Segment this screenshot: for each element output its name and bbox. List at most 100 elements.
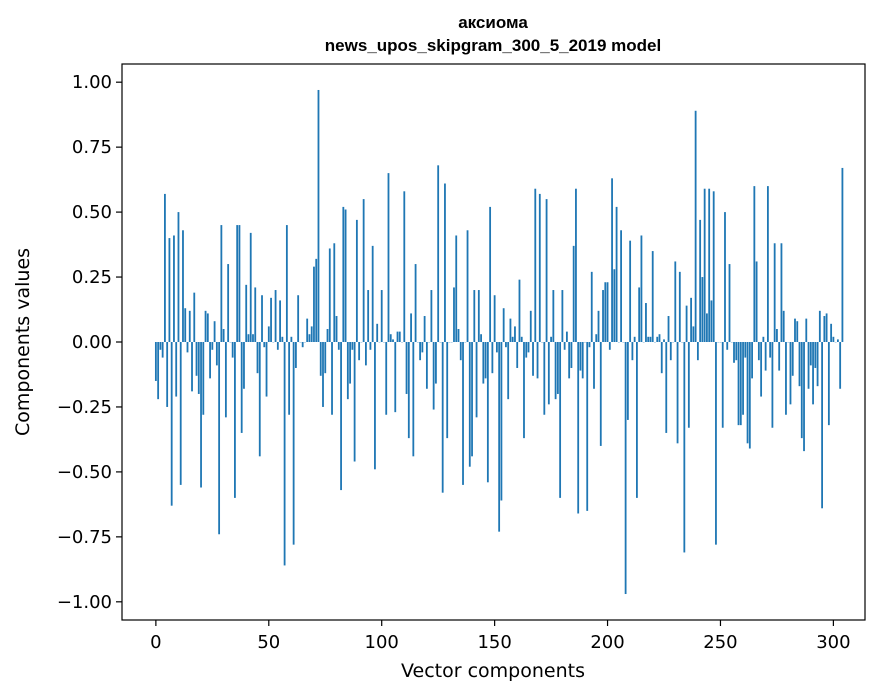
bar bbox=[608, 342, 611, 350]
bar bbox=[568, 342, 571, 379]
y-tick-label: −1.00 bbox=[57, 592, 112, 613]
bar bbox=[238, 225, 241, 342]
bar bbox=[315, 258, 318, 342]
bar bbox=[236, 225, 239, 342]
bar bbox=[527, 342, 530, 353]
bar bbox=[430, 290, 433, 342]
bar bbox=[292, 342, 295, 545]
bar bbox=[166, 342, 169, 407]
bar bbox=[337, 342, 340, 350]
bar bbox=[500, 342, 503, 501]
bar bbox=[258, 342, 261, 457]
bar bbox=[536, 342, 539, 379]
bar bbox=[534, 188, 537, 342]
bar bbox=[270, 297, 272, 342]
bar bbox=[687, 342, 690, 428]
y-tick-label: 0.25 bbox=[72, 267, 112, 288]
bar bbox=[737, 342, 740, 426]
bar bbox=[267, 326, 270, 342]
x-tick-label: 150 bbox=[477, 632, 511, 653]
bar bbox=[823, 316, 826, 342]
bar bbox=[696, 342, 699, 361]
bar bbox=[636, 342, 638, 498]
bar bbox=[477, 290, 480, 342]
bar bbox=[186, 342, 189, 353]
bar bbox=[545, 199, 548, 342]
x-tick-label: 200 bbox=[590, 632, 624, 653]
bar bbox=[281, 336, 284, 342]
bar bbox=[222, 329, 225, 342]
x-ticks-group: 0 50 100 150 200 250 300 bbox=[150, 620, 851, 653]
bar bbox=[385, 342, 388, 415]
bar bbox=[276, 342, 279, 350]
bar bbox=[240, 342, 243, 433]
bar bbox=[818, 310, 821, 342]
bar bbox=[437, 165, 440, 342]
bar bbox=[710, 300, 713, 342]
bar bbox=[665, 342, 668, 433]
bar bbox=[744, 342, 747, 358]
bar bbox=[624, 342, 627, 595]
bar bbox=[832, 336, 835, 342]
bar bbox=[224, 342, 227, 418]
bar bbox=[755, 261, 758, 342]
bar bbox=[748, 342, 751, 449]
bar bbox=[785, 342, 787, 415]
bar bbox=[701, 277, 704, 342]
bar bbox=[249, 232, 252, 342]
bar bbox=[346, 342, 349, 400]
bar bbox=[202, 342, 205, 415]
bar bbox=[380, 290, 383, 342]
bar bbox=[425, 342, 428, 389]
bar bbox=[532, 342, 534, 376]
bar bbox=[310, 326, 313, 342]
bar bbox=[839, 342, 842, 389]
bar bbox=[572, 245, 575, 342]
bar bbox=[830, 323, 833, 342]
bar bbox=[733, 342, 735, 363]
plot-frame bbox=[121, 63, 866, 621]
bar bbox=[419, 342, 422, 361]
bar bbox=[613, 269, 616, 342]
bar bbox=[640, 235, 643, 342]
bar bbox=[392, 339, 394, 342]
bar bbox=[606, 282, 609, 342]
bar bbox=[466, 230, 469, 342]
bar bbox=[396, 331, 399, 342]
bar bbox=[256, 342, 259, 374]
bar bbox=[543, 342, 546, 415]
bar bbox=[234, 342, 236, 498]
bar bbox=[468, 342, 471, 467]
bar bbox=[184, 308, 187, 342]
y-tick-label: −0.25 bbox=[57, 397, 112, 418]
bar bbox=[227, 264, 230, 342]
bar bbox=[247, 334, 250, 342]
bar bbox=[715, 342, 717, 545]
bar bbox=[812, 342, 814, 405]
bar bbox=[685, 305, 688, 342]
bar bbox=[206, 313, 209, 342]
bar bbox=[403, 191, 406, 342]
bar bbox=[631, 342, 634, 361]
bar bbox=[807, 342, 810, 389]
bar bbox=[588, 342, 591, 348]
bar bbox=[798, 342, 801, 387]
bar bbox=[453, 287, 455, 342]
bar bbox=[173, 235, 175, 342]
bar bbox=[667, 316, 670, 342]
bar bbox=[520, 336, 523, 342]
bar bbox=[328, 248, 331, 342]
bar bbox=[816, 342, 819, 387]
bar bbox=[692, 326, 695, 342]
bar bbox=[200, 342, 202, 488]
x-axis-label: Vector components bbox=[401, 660, 585, 682]
bar bbox=[188, 310, 191, 342]
bar bbox=[590, 271, 593, 342]
bar bbox=[168, 238, 171, 342]
bar bbox=[516, 342, 519, 368]
bar bbox=[197, 342, 200, 394]
bar bbox=[414, 264, 417, 342]
bar bbox=[322, 342, 324, 407]
bar bbox=[435, 342, 437, 384]
